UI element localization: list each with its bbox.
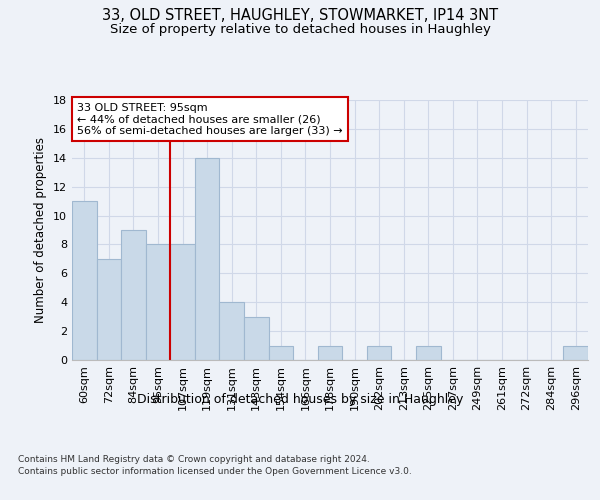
- Bar: [244, 316, 269, 360]
- Y-axis label: Number of detached properties: Number of detached properties: [34, 137, 47, 323]
- Text: Contains HM Land Registry data © Crown copyright and database right 2024.: Contains HM Land Registry data © Crown c…: [18, 455, 370, 464]
- Bar: [195, 158, 220, 360]
- Bar: [318, 346, 342, 360]
- Text: Contains public sector information licensed under the Open Government Licence v3: Contains public sector information licen…: [18, 468, 412, 476]
- Bar: [416, 346, 440, 360]
- Bar: [170, 244, 195, 360]
- Bar: [269, 346, 293, 360]
- Bar: [220, 302, 244, 360]
- Bar: [146, 244, 170, 360]
- Text: 33, OLD STREET, HAUGHLEY, STOWMARKET, IP14 3NT: 33, OLD STREET, HAUGHLEY, STOWMARKET, IP…: [102, 8, 498, 22]
- Bar: [367, 346, 391, 360]
- Text: Size of property relative to detached houses in Haughley: Size of property relative to detached ho…: [110, 22, 490, 36]
- Text: 33 OLD STREET: 95sqm
← 44% of detached houses are smaller (26)
56% of semi-detac: 33 OLD STREET: 95sqm ← 44% of detached h…: [77, 102, 343, 136]
- Bar: [97, 259, 121, 360]
- Bar: [121, 230, 146, 360]
- Text: Distribution of detached houses by size in Haughley: Distribution of detached houses by size …: [137, 392, 463, 406]
- Bar: [563, 346, 588, 360]
- Bar: [72, 201, 97, 360]
